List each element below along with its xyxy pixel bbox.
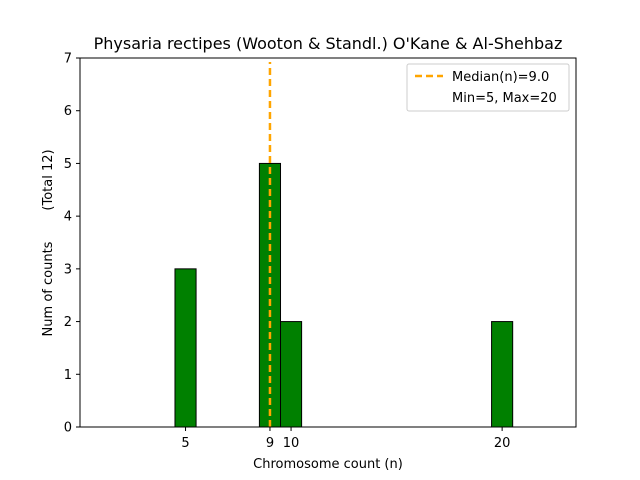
legend-box: [406, 63, 570, 112]
y-tick-label-7: 7: [64, 52, 72, 67]
x-axis-ticks: 5 9 10 20: [181, 427, 510, 451]
y-tick-label-1: 1: [64, 368, 72, 383]
y-tick-label-2: 2: [64, 315, 72, 330]
legend-median-label: Median(n)=9.0: [452, 70, 549, 85]
x-tick-label-9: 9: [266, 436, 274, 451]
bar-5: [174, 268, 197, 428]
y-axis-total-label: (Total 12): [41, 149, 56, 210]
y-tick-label-6: 6: [64, 104, 72, 119]
y-tick-label-5: 5: [64, 157, 72, 172]
x-tick-label-20: 20: [494, 436, 511, 451]
x-axis-label: Chromosome count (n): [253, 457, 403, 472]
bars-group: [174, 162, 514, 428]
y-axis-label: Num of counts: [41, 241, 56, 336]
x-tick-label-10: 10: [283, 436, 300, 451]
x-tick-label-5: 5: [181, 436, 189, 451]
y-axis-ticks: 0 1 2 3 4 5 6 7: [64, 52, 80, 436]
y-tick-label-4: 4: [64, 210, 72, 225]
y-tick-label-0: 0: [64, 421, 72, 436]
legend-minmax-label: Min=5, Max=20: [452, 91, 557, 106]
bar-10: [280, 321, 303, 428]
y-tick-label-3: 3: [64, 262, 72, 277]
legend: Median(n)=9.0 Min=5, Max=20: [406, 63, 570, 112]
bar-20: [491, 321, 514, 428]
chart-title: Physaria rectipes (Wooton & Standl.) O'K…: [94, 34, 563, 53]
plot-frame: [79, 57, 577, 428]
